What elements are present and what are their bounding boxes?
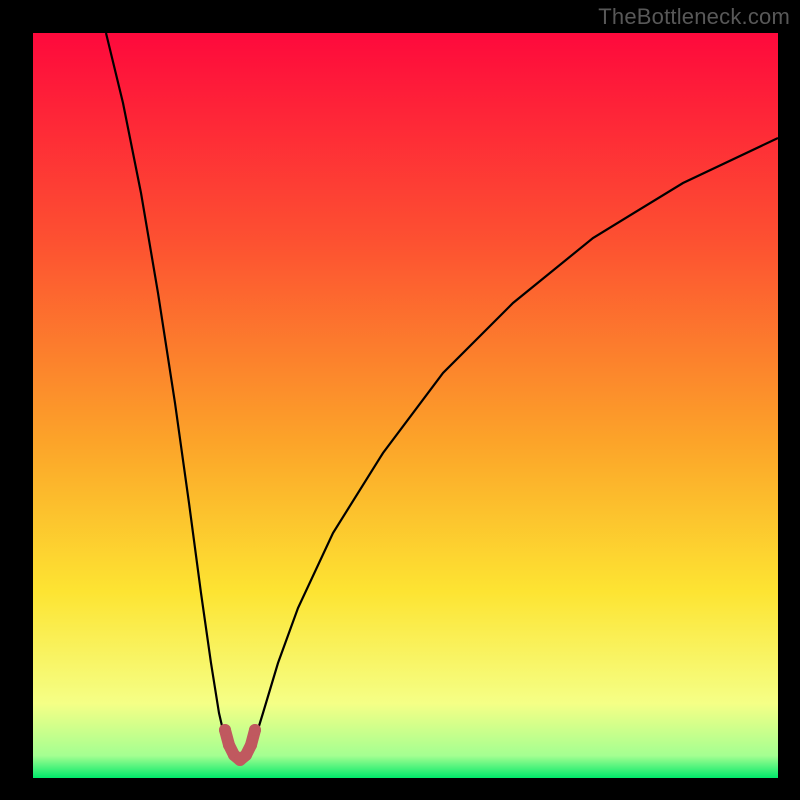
bottleneck-curve bbox=[33, 33, 778, 778]
chart-plot-area bbox=[33, 33, 778, 778]
curve-left-branch bbox=[106, 33, 225, 739]
dip-dot bbox=[245, 739, 257, 751]
watermark-text: TheBottleneck.com bbox=[598, 4, 790, 30]
curve-dip-dots bbox=[219, 724, 261, 766]
dip-dot bbox=[219, 724, 231, 736]
dip-dot bbox=[249, 724, 261, 736]
curve-right-branch bbox=[255, 138, 778, 739]
